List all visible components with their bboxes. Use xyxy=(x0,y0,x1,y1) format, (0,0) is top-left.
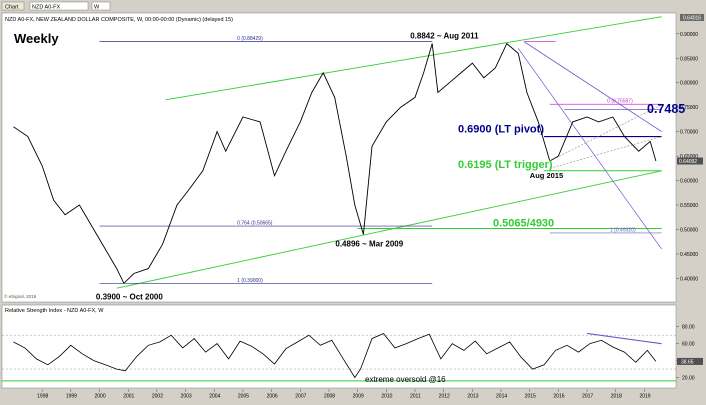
rsi-annotation: extreme oversold @16 xyxy=(365,375,446,384)
tab-chart[interactable] xyxy=(1,1,25,11)
price-y-tick-label: 0.75000 xyxy=(680,105,698,111)
x-tick-label: 2003 xyxy=(181,394,192,400)
x-tick-label: 2008 xyxy=(324,394,335,400)
price-series-line xyxy=(13,42,657,285)
interval-input[interactable] xyxy=(91,1,111,11)
x-tick-label: 1998 xyxy=(37,394,48,400)
rsi-last-label: 38.65 xyxy=(681,359,694,365)
time-axis: 1998 1999 2000 2001 2002 2003 2004 2005 2006 2007… xyxy=(37,389,651,400)
lower-channel-line xyxy=(116,170,662,289)
interval-value: W xyxy=(94,5,100,11)
level-label-trigger: 0.6195 (LT trigger) xyxy=(458,159,553,171)
price-title: Weekly xyxy=(14,31,59,46)
rsi-last-badge xyxy=(677,357,703,365)
rsi-header: Relative Strength Index - NZD A0-FX, W xyxy=(5,308,104,314)
x-tick-label: 2016 xyxy=(553,394,564,400)
annotation-low-2009: 0.4896 ~ Mar 2009 xyxy=(335,239,403,248)
x-tick-label: 2009 xyxy=(353,394,364,400)
price-y-tick-label: 0.50000 xyxy=(680,228,698,234)
price-y-tick-label: 0.70000 xyxy=(680,130,698,136)
fib-label: 1 (0.39000) xyxy=(237,278,263,284)
price-y-tick-label: 0.90000 xyxy=(680,32,698,38)
level-label-support: 0.5065/4930 xyxy=(493,218,554,230)
price-panel xyxy=(1,12,677,303)
price-y-tick-label: 0.85000 xyxy=(680,56,698,62)
tab-chart-label: Chart xyxy=(5,5,19,11)
rsi-series-line xyxy=(13,333,657,379)
downtrend-line-lower xyxy=(517,48,662,250)
rsi-y-tick-label: 20.00 xyxy=(682,376,695,382)
price-y-tick-label: 0.60000 xyxy=(680,179,698,185)
top-right-badge xyxy=(680,14,704,21)
fib-label: 0.764 (0.50665) xyxy=(237,221,273,227)
level-label-7485: 0.7485 xyxy=(647,102,685,116)
last-price-badge xyxy=(677,157,703,165)
price-y-tick-label: 0.40000 xyxy=(680,276,698,282)
x-tick-label: 2006 xyxy=(267,394,278,400)
x-tick-label: 2019 xyxy=(639,394,650,400)
x-tick-label: 2018 xyxy=(611,394,622,400)
x-tick-label: 2013 xyxy=(467,394,478,400)
x-tick-label: 2017 xyxy=(582,394,593,400)
symbol-input[interactable] xyxy=(29,1,89,11)
price-y-axis: 0.90000 0.85000 0.80000 0.75000 0.70000 0.650… xyxy=(676,32,703,282)
annotation-low-2000: 0.3900 ~ Oct 2000 xyxy=(96,292,163,301)
credit: © eSignal, 2019 xyxy=(4,293,37,299)
top-right-label: 0.64016 xyxy=(683,16,701,22)
fib-label: 0 (0.88429) xyxy=(237,36,263,42)
upper-channel-line xyxy=(165,16,662,101)
x-tick-label: 2011 xyxy=(410,394,421,400)
price-y-tick-label: 0.45000 xyxy=(680,252,698,258)
rsi-y-tick-label: 60.00 xyxy=(682,342,695,348)
x-tick-label: 2004 xyxy=(209,394,220,400)
x-tick-label: 2010 xyxy=(381,394,392,400)
price-y-tick-label: 0.80000 xyxy=(680,81,698,87)
x-tick-label: 2014 xyxy=(496,394,507,400)
dashed-channel-lower xyxy=(549,136,662,169)
price-header: NZD A0-FX, NEW ZEALAND DOLLAR COMPOSITE,… xyxy=(5,17,233,23)
level-label-pivot: 0.6900 (LT pivot) xyxy=(458,124,544,136)
rsi-panel xyxy=(1,304,677,389)
last-price-label: 0.64092 xyxy=(679,159,697,165)
annotation-aug-2015: Aug 2015 xyxy=(530,171,563,180)
rsi-y-tick-label: 80.00 xyxy=(682,325,695,331)
x-tick-label: 2001 xyxy=(123,394,134,400)
annotation-high-2011: 0.8842 ~ Aug 2011 xyxy=(410,32,479,41)
toolbar xyxy=(0,0,706,12)
x-tick-label: 2012 xyxy=(439,394,450,400)
x-tick-label: 1999 xyxy=(66,394,77,400)
rsi-downtrend-line xyxy=(587,332,662,345)
price-y-tick-label: 0.65000 xyxy=(680,154,698,160)
x-tick-label: 2007 xyxy=(295,394,306,400)
price-y-tick-label: 0.55000 xyxy=(680,203,698,209)
x-tick-label: 2002 xyxy=(152,394,163,400)
downtrend-line xyxy=(523,41,662,132)
x-tick-label: 2015 xyxy=(525,394,536,400)
symbol-value: NZD A0-FX xyxy=(32,5,60,11)
x-tick-label: 2000 xyxy=(95,394,106,400)
x-tick-label: 2005 xyxy=(238,394,249,400)
fib-label: 0 (0.75587) xyxy=(607,99,633,105)
fib-label: 1 (0.49320) xyxy=(610,227,636,233)
